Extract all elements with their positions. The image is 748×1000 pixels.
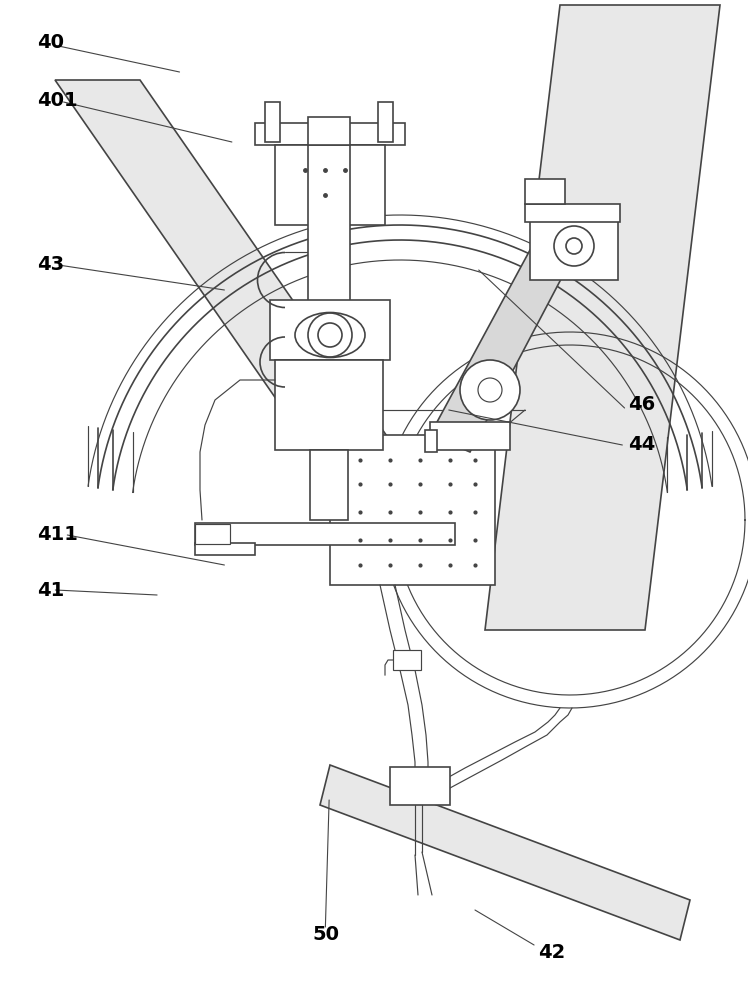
Bar bbox=[310, 450, 348, 520]
Text: 40: 40 bbox=[37, 32, 64, 51]
Bar bbox=[275, 360, 383, 450]
Text: 50: 50 bbox=[313, 926, 340, 944]
Text: 41: 41 bbox=[37, 580, 64, 599]
Bar bbox=[425, 430, 437, 452]
Circle shape bbox=[318, 323, 342, 347]
Polygon shape bbox=[485, 5, 720, 630]
Text: 401: 401 bbox=[37, 91, 78, 109]
Polygon shape bbox=[55, 80, 400, 455]
Bar bbox=[530, 212, 618, 280]
Bar bbox=[308, 145, 350, 360]
Text: 46: 46 bbox=[628, 395, 655, 414]
Text: 411: 411 bbox=[37, 526, 79, 544]
Bar bbox=[378, 102, 393, 142]
Text: 42: 42 bbox=[539, 942, 565, 962]
Text: 43: 43 bbox=[37, 255, 64, 274]
Text: 44: 44 bbox=[628, 436, 655, 454]
Bar bbox=[255, 123, 405, 145]
Ellipse shape bbox=[295, 312, 365, 358]
Bar bbox=[275, 145, 385, 225]
Bar bbox=[390, 767, 450, 805]
Polygon shape bbox=[430, 250, 570, 452]
Bar bbox=[195, 524, 230, 544]
Bar bbox=[393, 650, 421, 670]
Bar bbox=[195, 543, 255, 555]
Circle shape bbox=[566, 238, 582, 254]
Polygon shape bbox=[320, 765, 690, 940]
Circle shape bbox=[554, 226, 594, 266]
Bar bbox=[265, 102, 280, 142]
Bar bbox=[270, 300, 390, 360]
Circle shape bbox=[478, 378, 502, 402]
Bar bbox=[195, 523, 455, 545]
Bar bbox=[525, 179, 565, 204]
Circle shape bbox=[460, 360, 520, 420]
Bar bbox=[430, 422, 510, 450]
Bar bbox=[330, 435, 495, 585]
Bar bbox=[308, 117, 350, 145]
Bar bbox=[525, 204, 620, 222]
